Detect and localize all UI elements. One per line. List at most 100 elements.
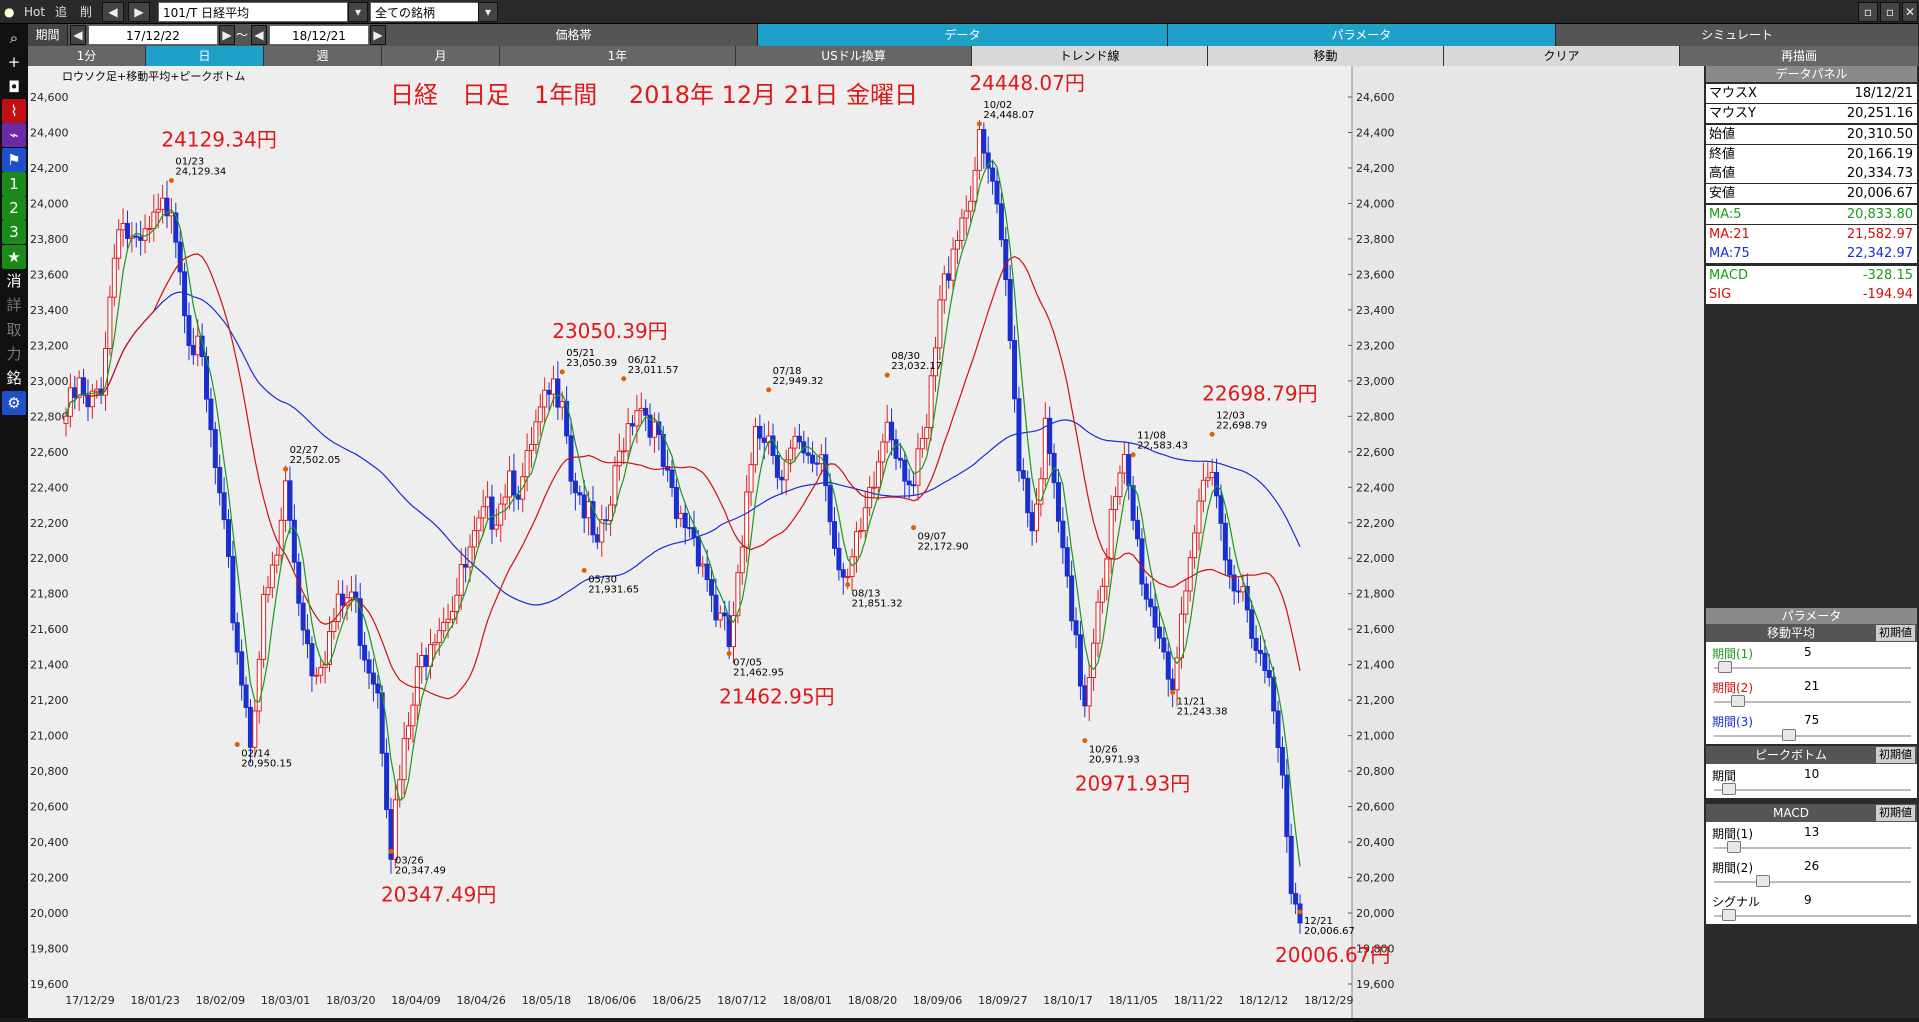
param-slider-track[interactable] xyxy=(1714,915,1911,917)
param-slider-track[interactable] xyxy=(1714,789,1911,791)
symbol-dropdown[interactable]: ▾ xyxy=(348,2,368,22)
clear-button[interactable]: クリア xyxy=(1444,46,1680,66)
tf-month[interactable]: 月 xyxy=(382,46,500,66)
param-slider-knob[interactable] xyxy=(1721,909,1736,921)
search-icon[interactable]: ⌕ xyxy=(2,26,26,50)
param-value[interactable]: 26 xyxy=(1804,859,1820,873)
reset-default-button[interactable]: 初期値 xyxy=(1876,747,1915,763)
symbol-field[interactable]: 101/T 日経平均 xyxy=(158,2,348,22)
candle-body xyxy=(269,564,275,589)
reset-default-button[interactable]: 初期値 xyxy=(1876,625,1915,641)
gear-icon[interactable]: ⚙ xyxy=(2,390,26,415)
candle-body xyxy=(1034,503,1040,532)
peak-marker xyxy=(1130,452,1136,458)
restore-button[interactable]: ▫ xyxy=(1880,2,1900,22)
filter-select[interactable]: 全ての銘柄 xyxy=(370,2,498,22)
redraw-button[interactable]: 再描画 xyxy=(1680,46,1919,66)
param-slider-track[interactable] xyxy=(1714,701,1911,703)
param-slider-knob[interactable] xyxy=(1731,695,1746,707)
param-value[interactable]: 9 xyxy=(1804,893,1812,907)
chart2-icon[interactable]: ⌁ xyxy=(2,123,26,148)
move-button[interactable]: 移動 xyxy=(1208,46,1444,66)
param-value[interactable]: 21 xyxy=(1804,679,1820,693)
range-1year[interactable]: 1年 xyxy=(500,46,736,66)
candle-body xyxy=(436,630,442,644)
data-row: マウスY 20,251.16 xyxy=(1706,103,1917,123)
param-value[interactable]: 13 xyxy=(1804,825,1820,839)
prev-symbol-button[interactable]: ◀ xyxy=(102,2,124,22)
candle-body xyxy=(247,706,253,748)
y-tick-label-right: 23,200 xyxy=(1356,339,1395,352)
trend-line-button[interactable]: トレンド線 xyxy=(972,46,1208,66)
param-value[interactable]: 10 xyxy=(1804,767,1820,781)
side-button-11[interactable]: 詳 xyxy=(2,293,26,318)
candle-body xyxy=(537,406,543,423)
plus-icon[interactable]: + xyxy=(2,50,26,75)
side-button-6[interactable]: 1 xyxy=(2,171,26,196)
side-button-13[interactable]: 力 xyxy=(2,341,26,366)
candle-body xyxy=(348,591,354,599)
param-slider-track[interactable] xyxy=(1714,735,1911,737)
candle-body xyxy=(1288,835,1294,894)
param-slider-knob[interactable] xyxy=(1755,875,1770,887)
candles xyxy=(63,120,1303,934)
candle-body xyxy=(1117,472,1123,498)
candle-body xyxy=(726,615,732,648)
side-button-9[interactable]: ★ xyxy=(2,244,26,269)
date-from-prev[interactable]: ◀ xyxy=(70,25,86,45)
date-from-next[interactable]: ▶ xyxy=(219,25,235,45)
reset-default-button[interactable]: 初期値 xyxy=(1876,805,1915,821)
candle-body xyxy=(366,659,372,674)
filter-dropdown[interactable]: ▾ xyxy=(478,2,498,22)
side-button-12[interactable]: 取 xyxy=(2,317,26,342)
delete-button[interactable]: 削 xyxy=(80,5,93,19)
candle-body xyxy=(968,200,974,212)
date-to-prev[interactable]: ◀ xyxy=(251,25,267,45)
chart-area[interactable]: 24,600 24,600 24,400 24,400 24,200 24,200 24,0… xyxy=(28,66,1704,1018)
tf-day[interactable]: 日 xyxy=(146,46,264,66)
camera-icon[interactable]: ◘ xyxy=(2,74,26,99)
candlestick-chart[interactable]: 24,600 24,600 24,400 24,400 24,200 24,200 24,0… xyxy=(28,66,1704,1018)
tab-simulate[interactable]: シミュレート xyxy=(1556,24,1919,46)
peak-value-label: 23,050.39 xyxy=(566,358,617,369)
candle-body xyxy=(687,527,693,530)
param-value[interactable]: 75 xyxy=(1804,713,1820,727)
hot-button[interactable]: Hot xyxy=(24,5,46,19)
y-tick-label-right: 21,000 xyxy=(1356,730,1395,743)
param-slider-knob[interactable] xyxy=(1727,841,1742,853)
candle-body xyxy=(63,415,69,424)
side-button-8[interactable]: 3 xyxy=(2,220,26,245)
param-slider-track[interactable] xyxy=(1714,881,1911,883)
param-slider-knob[interactable] xyxy=(1782,729,1797,741)
param-slider-track[interactable] xyxy=(1714,847,1911,849)
minimize-button[interactable]: ▫ xyxy=(1858,2,1878,22)
date-to-field[interactable]: 18/12/21 xyxy=(269,25,369,45)
param-slider-knob[interactable] xyxy=(1721,783,1736,795)
candle-body xyxy=(1293,892,1299,905)
param-slider-track[interactable] xyxy=(1714,667,1911,669)
peak-date-label: 09/07 xyxy=(918,532,947,543)
tab-data[interactable]: データ xyxy=(758,24,1168,46)
next-symbol-button[interactable]: ▶ xyxy=(128,2,150,22)
candle-body xyxy=(195,335,201,356)
param-slider-knob[interactable] xyxy=(1717,661,1732,673)
date-from-field[interactable]: 17/12/22 xyxy=(88,25,218,45)
tf-1min[interactable]: 1分 xyxy=(28,46,146,66)
date-to-next[interactable]: ▶ xyxy=(370,25,386,45)
usd-convert[interactable]: USドル換算 xyxy=(736,46,972,66)
candle-body xyxy=(230,555,236,624)
side-button-7[interactable]: 2 xyxy=(2,196,26,221)
chart-icon[interactable]: ⌇ xyxy=(2,98,26,123)
tf-week[interactable]: 週 xyxy=(264,46,382,66)
candle-body xyxy=(1073,620,1079,636)
close-button[interactable]: ✕ xyxy=(1902,2,1918,22)
tab-parameters[interactable]: パラメータ xyxy=(1168,24,1556,46)
y-tick-label-left: 23,800 xyxy=(30,233,69,246)
add-button[interactable]: 追 xyxy=(55,5,68,19)
param-value[interactable]: 5 xyxy=(1804,645,1812,659)
tab-price-band[interactable]: 価格帯 xyxy=(390,24,758,46)
side-button-10[interactable]: 消 xyxy=(2,269,26,293)
flag-icon[interactable]: ⚑ xyxy=(2,147,26,172)
candle-body xyxy=(972,169,978,202)
side-button-14[interactable]: 銘 xyxy=(2,366,26,391)
